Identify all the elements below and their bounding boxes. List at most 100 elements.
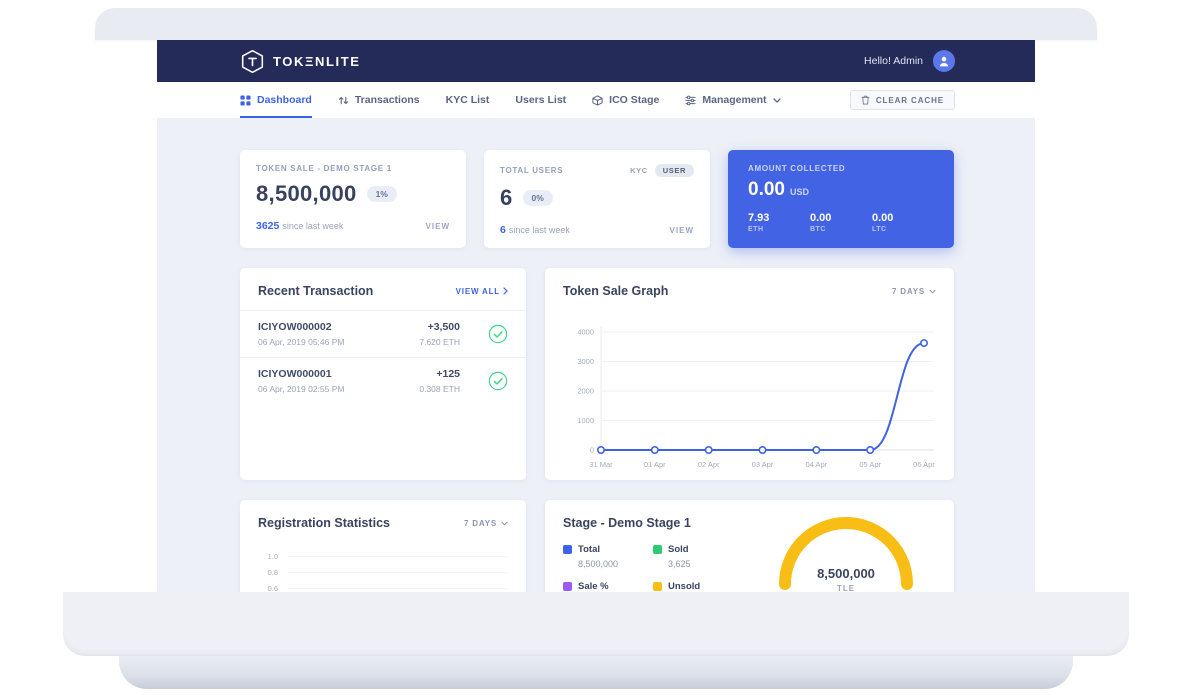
transaction-row[interactable]: ICIYOW000001 06 Apr, 2019 02:55 PM +125 … <box>240 357 526 404</box>
total-users-delta: 6 since last week <box>500 224 570 236</box>
greeting-text: Hello! Admin <box>864 55 923 67</box>
user-avatar[interactable] <box>933 50 955 72</box>
view-all-link[interactable]: VIEW ALL <box>456 287 508 296</box>
check-circle-icon <box>488 371 508 391</box>
total-users-badge: 0% <box>522 190 553 206</box>
graph-range-select[interactable]: 7 DAYS <box>892 287 936 296</box>
bottom-row: Registration Statistics 7 DAYS 1.0 0.8 0.6… <box>240 500 954 592</box>
tab-dashboard[interactable]: Dashboard <box>240 82 312 118</box>
coin-btc: 0.00 BTC <box>810 212 832 233</box>
svg-text:01 Apr: 01 Apr <box>644 460 666 469</box>
amount-collected-title: AMOUNT COLLECTED <box>748 164 846 173</box>
registration-statistics-card: Registration Statistics 7 DAYS 1.0 0.8 0.6 <box>240 500 526 592</box>
svg-text:04 Apr: 04 Apr <box>805 460 827 469</box>
coin-ltc: 0.00 LTC <box>872 212 894 233</box>
svg-text:31 Mar: 31 Mar <box>589 460 613 469</box>
gauge-center-unit: TLE <box>836 584 856 592</box>
check-circle-icon <box>488 324 508 344</box>
stage-gauge-chart: 8,500,000 TLE <box>778 510 914 592</box>
coin-totals: 7.93 ETH 0.00 BTC 0.00 LTC <box>748 212 934 233</box>
token-sale-view-link[interactable]: VIEW <box>425 222 450 231</box>
chevron-down-icon <box>501 521 508 526</box>
tab-users-list[interactable]: Users List <box>515 82 566 118</box>
token-sale-badge: 1% <box>366 186 397 202</box>
device-base <box>63 592 1129 656</box>
token-sale-line-chart: 0 1000 2000 3000 4000 31 Mar 01 Apr 02 Apr 03 Ap… <box>545 310 954 486</box>
recent-transactions-card: Recent Transaction VIEW ALL ICIYOW000002… <box>240 268 526 480</box>
tab-management[interactable]: Management <box>685 82 781 118</box>
kyc-toggle-option[interactable]: KYC <box>630 166 648 175</box>
brand-name: TOKΞNLITE <box>273 53 361 69</box>
user-toggle-option[interactable]: USER <box>654 164 694 177</box>
stage-legend: Total 8,500,000 Sold 3,625 <box>545 542 954 592</box>
amount-usd-value: 0.00 <box>748 179 785 200</box>
coin-eth: 7.93 ETH <box>748 212 770 233</box>
total-users-view-link[interactable]: VIEW <box>669 226 694 235</box>
tx-eth-amount: 7.620 ETH <box>419 337 460 347</box>
tx-date: 06 Apr, 2019 02:55 PM <box>258 384 345 394</box>
amount-usd-label: USD <box>789 187 809 197</box>
nav-label: Users List <box>515 94 567 106</box>
nav-label: Management <box>702 94 767 106</box>
total-users-card: TOTAL USERS KYC USER 6 0% 6 since last we… <box>484 150 710 248</box>
clear-cache-button[interactable]: CLEAR CACHE <box>849 90 955 110</box>
tx-amount: +3,500 <box>427 321 460 333</box>
nav-label: ICO Stage <box>609 94 660 106</box>
registration-title: Registration Statistics <box>258 516 390 530</box>
users-kyc-toggle: KYC USER <box>630 164 694 177</box>
tokenlite-logo-icon <box>240 49 265 74</box>
legend-item-sale-pct: Sale % <box>563 581 653 592</box>
tab-transactions[interactable]: Transactions <box>338 82 420 118</box>
tx-id: ICIYOW000001 <box>258 368 332 380</box>
legend-swatch-sale-pct <box>563 582 572 591</box>
legend-item-total: Total 8,500,000 <box>563 544 653 569</box>
tx-eth-amount: 0.308 ETH <box>419 384 460 394</box>
svg-text:06 Apr: 06 Apr <box>913 460 935 469</box>
chevron-down-icon <box>772 97 781 103</box>
tx-id: ICIYOW000002 <box>258 321 332 333</box>
svg-text:02 Apr: 02 Apr <box>698 460 720 469</box>
token-sale-value: 8,500,000 <box>256 181 357 206</box>
registration-range-select[interactable]: 7 DAYS <box>464 519 508 528</box>
svg-text:1000: 1000 <box>577 416 594 425</box>
svg-text:4000: 4000 <box>577 328 594 337</box>
svg-text:2000: 2000 <box>577 387 594 396</box>
legend-item-sold: Sold 3,625 <box>653 544 743 569</box>
trash-icon <box>861 95 870 105</box>
chevron-right-icon <box>503 287 508 295</box>
recent-transactions-title: Recent Transaction <box>258 284 374 298</box>
svg-text:0: 0 <box>590 446 594 455</box>
token-sale-delta: 3625 since last week <box>256 220 344 232</box>
middle-row: Recent Transaction VIEW ALL ICIYOW000002… <box>240 268 954 480</box>
management-sliders-icon <box>685 95 696 106</box>
dashboard-content: TOKEN SALE - DEMO STAGE 1 8,500,000 1% 3… <box>157 119 1035 592</box>
nav-label: Dashboard <box>257 94 312 106</box>
app-window: TOKΞNLITE Hello! Admin <box>157 40 1035 592</box>
topbar: TOKΞNLITE Hello! Admin <box>157 40 1035 82</box>
total-users-title: TOTAL USERS <box>500 166 564 175</box>
tab-ico-stage[interactable]: ICO Stage <box>592 82 659 118</box>
nav-label: KYC List <box>445 94 490 106</box>
transaction-row[interactable]: ICIYOW000002 06 Apr, 2019 05:46 PM +3,50… <box>240 310 526 357</box>
registration-chart-axis: 1.0 0.8 0.6 <box>240 542 526 592</box>
token-sale-graph-card: Token Sale Graph 7 DAYS 0 1000 2000 3000 400… <box>545 268 954 480</box>
legend-swatch-sold <box>653 545 662 554</box>
clear-cache-label: CLEAR CACHE <box>875 95 944 105</box>
device-top-bezel <box>95 8 1097 40</box>
amount-collected-card: AMOUNT COLLECTED 0.00 USD 7.93 ETH 0.00 … <box>728 150 954 248</box>
gauge-center-value: 8,500,000 <box>817 566 875 581</box>
ico-stage-cube-icon <box>592 94 603 106</box>
tx-amount: +125 <box>436 368 460 380</box>
tab-kyc-list[interactable]: KYC List <box>446 82 490 118</box>
transactions-arrows-icon <box>338 95 349 106</box>
stage-card: Stage - Demo Stage 1 Total 8,500,000 <box>545 500 954 592</box>
token-sale-title: TOKEN SALE - DEMO STAGE 1 <box>256 164 392 173</box>
legend-swatch-total <box>563 545 572 554</box>
stats-row: TOKEN SALE - DEMO STAGE 1 8,500,000 1% 3… <box>240 150 954 248</box>
brand: TOKΞNLITE <box>240 49 361 74</box>
chevron-down-icon <box>929 289 936 294</box>
svg-text:03 Apr: 03 Apr <box>752 460 774 469</box>
user-menu: Hello! Admin <box>864 50 955 72</box>
tx-date: 06 Apr, 2019 05:46 PM <box>258 337 345 347</box>
